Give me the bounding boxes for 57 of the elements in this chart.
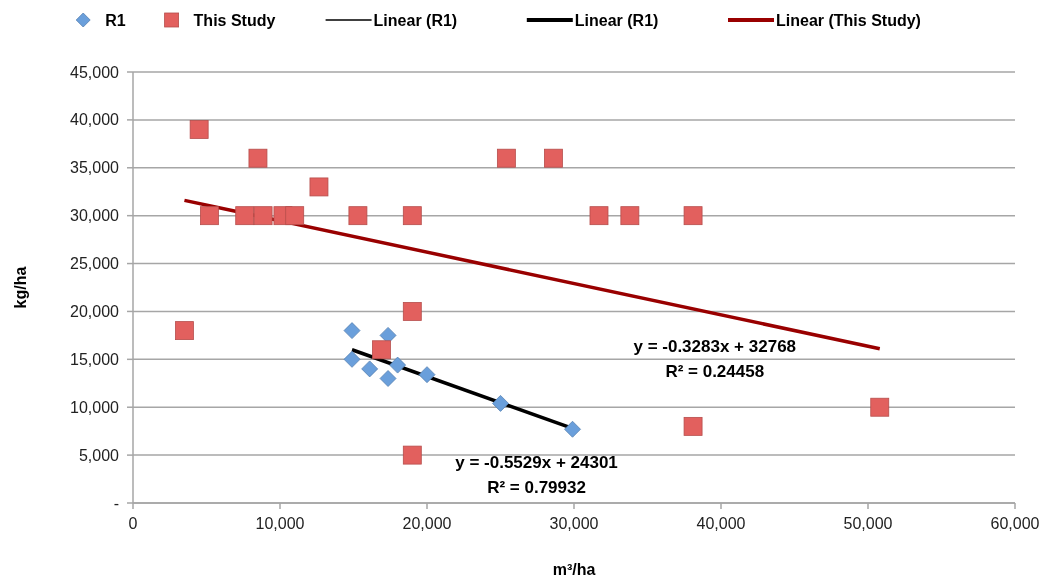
point (175, 321, 194, 340)
point (683, 416, 703, 436)
point (348, 206, 368, 226)
point (361, 360, 379, 378)
point (402, 445, 422, 465)
y-tick-label: 15,000 (70, 350, 120, 368)
y-tick-label: 40,000 (70, 111, 120, 129)
y-tick-label: - (113, 494, 119, 512)
legend-label: Linear (R1) (574, 11, 659, 29)
x-tick-label: 0 (128, 515, 138, 532)
point (200, 206, 219, 226)
y-tick-label: 5,000 (78, 446, 120, 464)
x-tick-label: 50,000 (843, 515, 893, 532)
annotation: R² = 0.79932 (487, 478, 586, 498)
x-tick-label: 20,000 (402, 515, 452, 532)
point (248, 148, 268, 168)
legend-label: Linear (R1) (373, 11, 458, 29)
point (620, 206, 640, 226)
x-tick-label: 60,000 (990, 515, 1040, 532)
point (683, 206, 703, 226)
point (389, 356, 406, 374)
y-tick-label: 25,000 (70, 255, 120, 273)
legend-label: This Study (193, 11, 276, 29)
point (402, 302, 422, 321)
y-tick-label: 10,000 (70, 398, 120, 416)
annotation: y = -0.5529x + 24301 (455, 453, 618, 473)
x-tick-label: 30,000 (549, 515, 599, 532)
point (343, 322, 361, 339)
point (285, 206, 305, 226)
point (379, 326, 397, 344)
x-axis-title: m³/ha (552, 561, 596, 578)
legend-label: R1 (105, 11, 126, 29)
point (496, 148, 516, 168)
point (343, 350, 361, 368)
point (564, 420, 581, 438)
point (870, 397, 890, 417)
y-axis-title: kg/ha (12, 266, 29, 309)
point (589, 206, 609, 226)
point (544, 148, 563, 168)
legend-label: Linear (This Study) (776, 11, 921, 29)
point (492, 394, 509, 412)
point (372, 340, 391, 360)
point (402, 206, 422, 226)
x-tick-label: 10,000 (255, 515, 305, 532)
y-tick-label: 20,000 (70, 303, 120, 321)
annotation: y = -0.3283x + 32768 (633, 336, 797, 356)
point (309, 177, 329, 197)
y-tick-label: 45,000 (70, 63, 120, 81)
point (418, 366, 436, 384)
x-tick-label: 40,000 (696, 515, 746, 532)
point (235, 206, 255, 226)
y-tick-label: 30,000 (70, 207, 120, 225)
y-tick-label: 35,000 (70, 159, 120, 177)
point (253, 206, 273, 226)
point (189, 120, 209, 139)
annotation: R² = 0.24458 (665, 361, 765, 381)
point (379, 370, 397, 387)
